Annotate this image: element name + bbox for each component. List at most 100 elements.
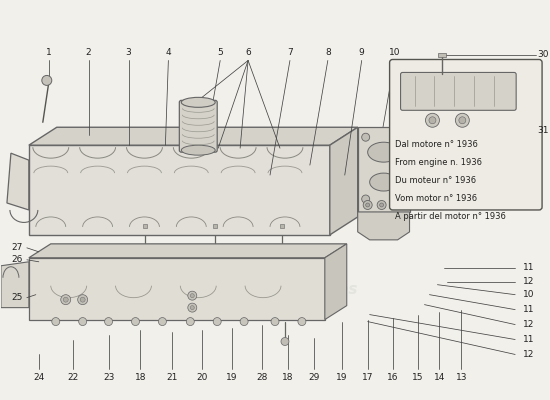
Text: 31: 31 bbox=[537, 126, 549, 135]
Circle shape bbox=[398, 133, 405, 141]
Text: From engine n. 1936: From engine n. 1936 bbox=[394, 158, 482, 167]
Text: eurospares: eurospares bbox=[262, 282, 358, 297]
Circle shape bbox=[190, 294, 194, 298]
Text: 15: 15 bbox=[412, 373, 424, 382]
Text: eurospares: eurospares bbox=[262, 148, 358, 163]
Circle shape bbox=[186, 318, 194, 326]
Circle shape bbox=[190, 306, 194, 310]
Circle shape bbox=[158, 318, 167, 326]
Circle shape bbox=[78, 295, 87, 305]
Text: 1: 1 bbox=[46, 48, 52, 57]
Text: 11: 11 bbox=[524, 263, 535, 272]
Text: 13: 13 bbox=[455, 373, 467, 382]
Bar bbox=[29, 145, 330, 235]
FancyBboxPatch shape bbox=[400, 72, 516, 110]
Text: 22: 22 bbox=[67, 373, 78, 382]
Text: 18: 18 bbox=[282, 373, 294, 382]
Text: 6: 6 bbox=[245, 48, 251, 57]
Circle shape bbox=[459, 117, 466, 124]
Text: 5: 5 bbox=[217, 48, 223, 57]
Circle shape bbox=[281, 338, 289, 346]
Circle shape bbox=[188, 291, 197, 300]
Bar bbox=[443, 140, 448, 145]
Text: Du moteur n° 1936: Du moteur n° 1936 bbox=[394, 176, 476, 185]
Text: 24: 24 bbox=[33, 373, 45, 382]
Text: 18: 18 bbox=[135, 373, 146, 382]
Text: 23: 23 bbox=[103, 373, 114, 382]
Text: 11: 11 bbox=[524, 305, 535, 314]
Circle shape bbox=[42, 76, 52, 85]
Bar bbox=[443, 180, 448, 184]
Text: 10: 10 bbox=[524, 290, 535, 299]
Text: 12: 12 bbox=[524, 277, 535, 286]
Circle shape bbox=[188, 303, 197, 312]
Circle shape bbox=[363, 200, 372, 210]
Circle shape bbox=[63, 297, 68, 302]
Text: eurospares: eurospares bbox=[82, 282, 179, 297]
Text: 29: 29 bbox=[308, 373, 320, 382]
Circle shape bbox=[52, 318, 60, 326]
Circle shape bbox=[131, 318, 140, 326]
Polygon shape bbox=[330, 127, 358, 235]
Circle shape bbox=[455, 113, 469, 127]
Ellipse shape bbox=[368, 142, 399, 162]
Bar bbox=[447, 167, 452, 172]
Circle shape bbox=[271, 318, 279, 326]
Bar bbox=[280, 224, 284, 228]
Polygon shape bbox=[7, 153, 29, 210]
Text: 12: 12 bbox=[524, 320, 535, 329]
Text: 17: 17 bbox=[362, 373, 373, 382]
Text: 12: 12 bbox=[524, 350, 535, 359]
Circle shape bbox=[213, 318, 221, 326]
Text: 3: 3 bbox=[125, 48, 131, 57]
Text: 16: 16 bbox=[387, 373, 398, 382]
Text: Vom motor n° 1936: Vom motor n° 1936 bbox=[394, 194, 477, 203]
Text: 9: 9 bbox=[359, 48, 365, 57]
Bar bbox=[29, 258, 325, 320]
Text: 8: 8 bbox=[325, 48, 331, 57]
Bar bbox=[144, 224, 147, 228]
Ellipse shape bbox=[182, 145, 215, 155]
Circle shape bbox=[240, 318, 248, 326]
Polygon shape bbox=[325, 244, 347, 320]
Circle shape bbox=[298, 318, 306, 326]
Polygon shape bbox=[358, 212, 410, 240]
Circle shape bbox=[104, 318, 113, 326]
Text: 10: 10 bbox=[389, 48, 400, 57]
Text: 7: 7 bbox=[287, 48, 293, 57]
FancyBboxPatch shape bbox=[179, 100, 217, 152]
Text: 11: 11 bbox=[524, 335, 535, 344]
Bar bbox=[358, 127, 410, 212]
Polygon shape bbox=[29, 244, 346, 258]
Polygon shape bbox=[29, 127, 358, 145]
Bar bbox=[213, 224, 217, 228]
Polygon shape bbox=[1, 262, 29, 308]
Circle shape bbox=[426, 113, 439, 127]
Text: 21: 21 bbox=[167, 373, 178, 382]
Text: A partir del motor n° 1936: A partir del motor n° 1936 bbox=[394, 212, 505, 221]
Text: eurospares: eurospares bbox=[82, 148, 179, 163]
Circle shape bbox=[379, 203, 383, 207]
Text: 19: 19 bbox=[336, 373, 348, 382]
Text: 26: 26 bbox=[11, 255, 23, 264]
Text: 27: 27 bbox=[11, 243, 23, 252]
Text: 20: 20 bbox=[196, 373, 208, 382]
Circle shape bbox=[398, 195, 405, 203]
FancyBboxPatch shape bbox=[389, 60, 542, 210]
Text: 14: 14 bbox=[434, 373, 445, 382]
Text: 2: 2 bbox=[86, 48, 91, 57]
Ellipse shape bbox=[182, 97, 215, 107]
Bar bbox=[447, 153, 452, 158]
Circle shape bbox=[366, 203, 370, 207]
Circle shape bbox=[80, 297, 85, 302]
Circle shape bbox=[362, 195, 370, 203]
Circle shape bbox=[377, 200, 386, 210]
Circle shape bbox=[79, 318, 87, 326]
Circle shape bbox=[429, 117, 436, 124]
Circle shape bbox=[362, 133, 370, 141]
Text: 19: 19 bbox=[227, 373, 238, 382]
Text: 4: 4 bbox=[166, 48, 171, 57]
Text: 25: 25 bbox=[11, 293, 23, 302]
Ellipse shape bbox=[370, 173, 398, 191]
Text: 30: 30 bbox=[537, 50, 549, 59]
